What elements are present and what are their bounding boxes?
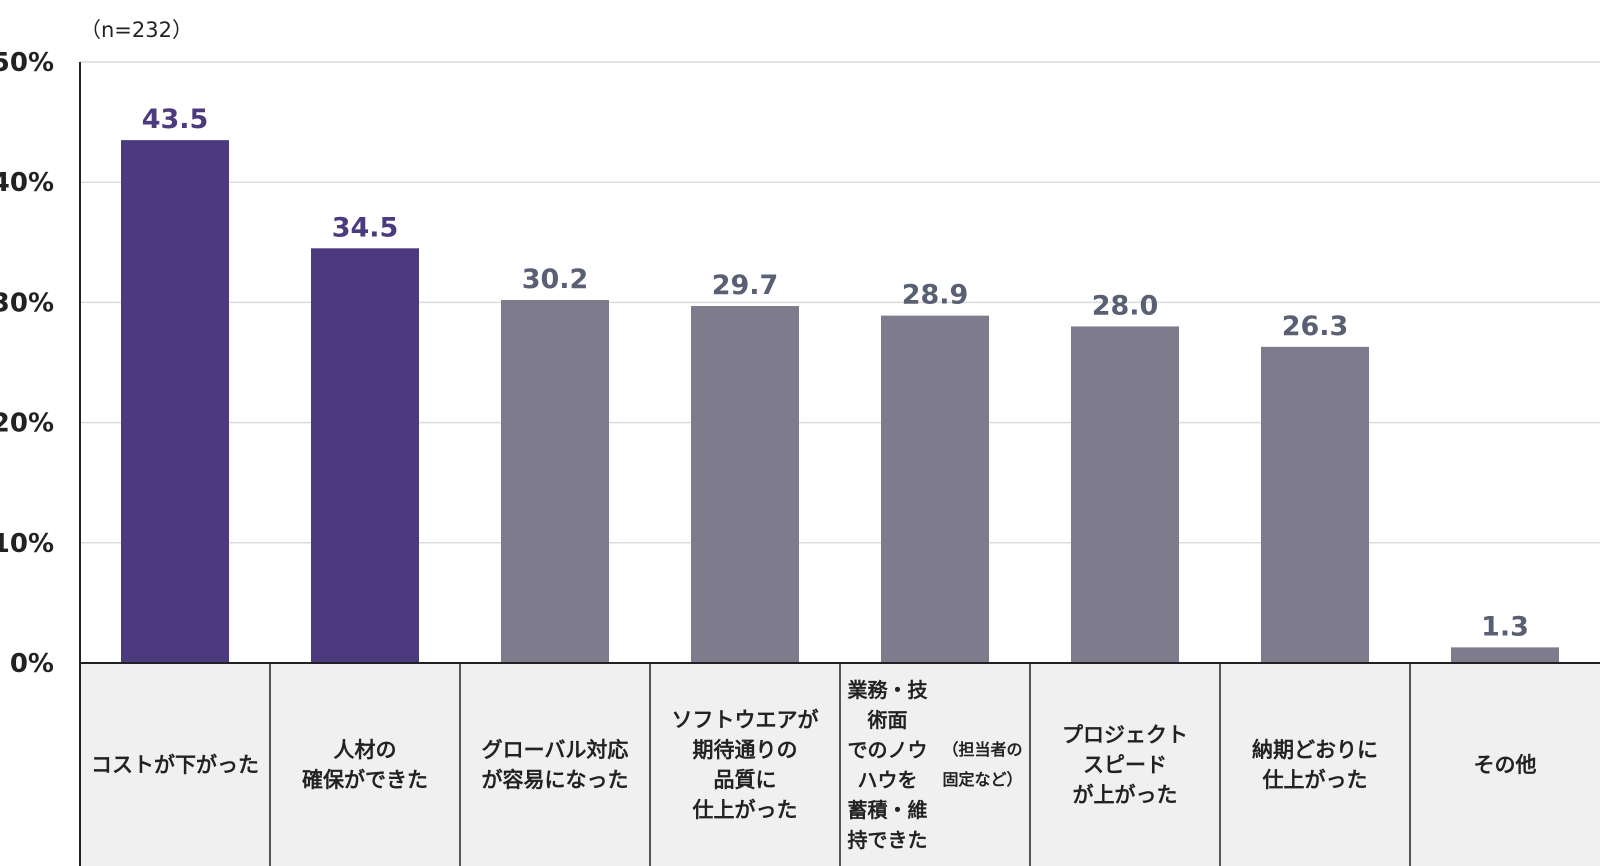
y-tick-label: 50% [0, 48, 54, 78]
x-category-label: 業務・技術面 でのノウハウを 蓄積・維持できた （担当者の固定など） [847, 677, 1023, 852]
x-category-label: その他 [1473, 752, 1537, 777]
x-category-label: 納期どおりに 仕上がった [1252, 737, 1378, 792]
bar-value-label: 29.7 [712, 270, 779, 301]
bar [121, 140, 229, 663]
x-category-label: 人材の 確保ができた [302, 737, 428, 792]
y-tick-label: 10% [0, 529, 54, 559]
x-category-label: グローバル対応 が容易になった [481, 737, 629, 792]
bar-value-label: 28.9 [902, 280, 969, 311]
bar [1261, 346, 1369, 663]
bar-value-label: 28.0 [1092, 290, 1159, 321]
bar [881, 315, 989, 663]
bar [501, 299, 609, 663]
x-category-label: ソフトウエアが 期待通りの 品質に 仕上がった [671, 707, 819, 822]
y-tick-label: 20% [0, 409, 54, 439]
y-tick-label: 0% [10, 649, 54, 679]
bar [691, 306, 799, 663]
bar-value-label: 1.3 [1481, 611, 1529, 642]
x-category-label: コストが下がった [91, 752, 259, 777]
bar-value-label: 26.3 [1282, 311, 1349, 342]
bar-value-label: 34.5 [332, 212, 399, 243]
bar [1071, 326, 1179, 663]
sample-size-note: （n=232） [80, 18, 193, 42]
bar-value-label: 30.2 [522, 264, 589, 295]
y-tick-label: 30% [0, 288, 54, 318]
bar-value-label: 43.5 [142, 104, 209, 135]
x-category-label: プロジェクト スピード が上がった [1062, 722, 1188, 807]
bar [311, 248, 419, 663]
bar [1451, 647, 1559, 663]
y-tick-label: 40% [0, 168, 54, 198]
